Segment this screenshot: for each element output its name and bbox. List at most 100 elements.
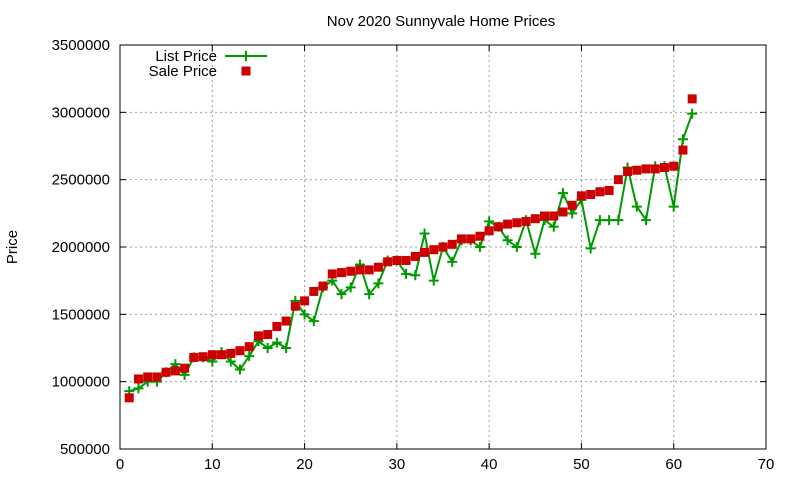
data-point-sale-price <box>263 330 273 340</box>
legend-label-sale-price: Sale Price <box>149 63 217 80</box>
x-tick-label: 10 <box>204 456 221 473</box>
data-point-sale-price <box>549 211 559 221</box>
legend: List Price Sale Price <box>149 48 267 80</box>
data-point-list-price <box>281 343 292 353</box>
x-tick-label: 70 <box>758 456 775 473</box>
data-point-list-price <box>631 201 642 212</box>
data-point-sale-price <box>650 164 660 174</box>
data-point-sale-price <box>540 211 550 221</box>
data-point-sale-price <box>207 350 217 360</box>
data-point-sale-price <box>161 367 171 377</box>
data-point-list-price <box>364 289 375 300</box>
data-point-sale-price <box>180 363 190 373</box>
data-point-sale-price <box>438 242 448 252</box>
data-point-sale-price <box>253 331 263 341</box>
data-point-list-price <box>234 364 245 375</box>
data-point-sale-price <box>429 245 439 255</box>
data-point-sale-price <box>383 257 393 267</box>
data-point-sale-price <box>586 189 596 199</box>
plot-frame <box>119 44 767 450</box>
data-point-sale-price <box>309 286 319 296</box>
data-point-sale-price <box>604 185 614 195</box>
x-axis-ticks: 0 10 20 30 40 50 60 70 <box>116 45 775 473</box>
x-tick-label: 20 <box>296 456 313 473</box>
y-tick-label: 1000000 <box>52 374 110 391</box>
data-point-list-price <box>474 242 485 252</box>
data-point-list-price <box>594 215 605 226</box>
data-point-sale-price <box>336 268 346 278</box>
data-point-sale-price <box>189 352 199 362</box>
data-point-sale-price <box>235 346 245 356</box>
data-point-sale-price <box>327 269 337 279</box>
chart-title: Nov 2020 Sunnyvale Home Prices <box>327 13 555 30</box>
data-point-list-price <box>548 221 559 232</box>
data-point-sale-price <box>641 164 651 174</box>
data-point-list-price <box>511 242 522 252</box>
data-point-sale-price <box>198 352 208 362</box>
data-point-sale-price <box>244 342 254 352</box>
y-tick-label: 2500000 <box>52 172 110 189</box>
data-point-sale-price <box>133 374 143 384</box>
data-point-sale-price <box>484 226 494 236</box>
data-point-sale-price <box>558 207 568 217</box>
data-point-sale-price <box>355 265 365 275</box>
data-point-list-price <box>244 351 255 362</box>
data-point-sale-price <box>143 372 153 382</box>
data-point-list-price <box>428 275 439 286</box>
data-point-sale-price <box>466 234 476 244</box>
data-point-sale-price <box>392 255 402 265</box>
data-point-sale-price <box>401 255 411 265</box>
legend-sample-sale-price <box>241 66 251 76</box>
x-tick-label: 30 <box>389 456 406 473</box>
data-point-list-price <box>687 108 698 119</box>
data-point-list-price <box>585 243 596 254</box>
data-point-sale-price <box>124 393 134 403</box>
data-point-sale-price <box>364 265 374 275</box>
data-point-list-price <box>373 278 384 289</box>
data-point-list-price <box>677 134 688 145</box>
data-point-sale-price <box>420 247 430 257</box>
data-point-sale-price <box>300 296 310 306</box>
data-point-list-price <box>502 235 513 246</box>
data-point-list-price <box>641 215 652 226</box>
data-point-sale-price <box>521 216 531 226</box>
data-point-list-price <box>668 201 679 212</box>
data-point-sale-price <box>456 234 466 244</box>
series-line-list-price <box>128 113 694 393</box>
data-point-list-price <box>133 383 144 394</box>
y-axis-ticks: 500000 1000000 1500000 2000000 2500000 300000… <box>52 37 766 458</box>
series-layer <box>124 94 698 403</box>
grid-lines <box>120 45 766 449</box>
y-tick-label: 500000 <box>60 441 110 458</box>
data-point-list-price <box>410 270 421 281</box>
data-point-sale-price <box>503 219 513 229</box>
series-list-price <box>124 108 698 397</box>
data-point-sale-price <box>217 350 227 360</box>
y-tick-label: 2000000 <box>52 239 110 256</box>
data-point-sale-price <box>493 222 503 232</box>
data-point-list-price <box>530 248 541 259</box>
data-point-sale-price <box>669 161 679 171</box>
data-point-sale-price <box>659 163 669 173</box>
data-point-list-price <box>336 289 347 300</box>
data-point-sale-price <box>595 187 605 197</box>
data-point-sale-price <box>687 94 697 104</box>
data-point-sale-price <box>576 191 586 201</box>
data-point-list-price <box>262 343 273 353</box>
data-point-sale-price <box>613 175 623 185</box>
data-point-list-price <box>299 309 310 320</box>
data-point-list-price <box>308 316 319 327</box>
data-point-sale-price <box>226 348 236 358</box>
data-point-list-price <box>345 282 356 293</box>
data-point-sale-price <box>475 231 485 241</box>
data-point-sale-price <box>447 239 457 249</box>
legend-marker-sale-price <box>241 66 251 76</box>
data-point-sale-price <box>152 372 162 382</box>
data-point-sale-price <box>678 145 688 155</box>
data-point-sale-price <box>632 165 642 175</box>
series-sale-price <box>124 94 697 403</box>
data-point-sale-price <box>346 266 356 276</box>
data-point-list-price <box>557 188 568 199</box>
